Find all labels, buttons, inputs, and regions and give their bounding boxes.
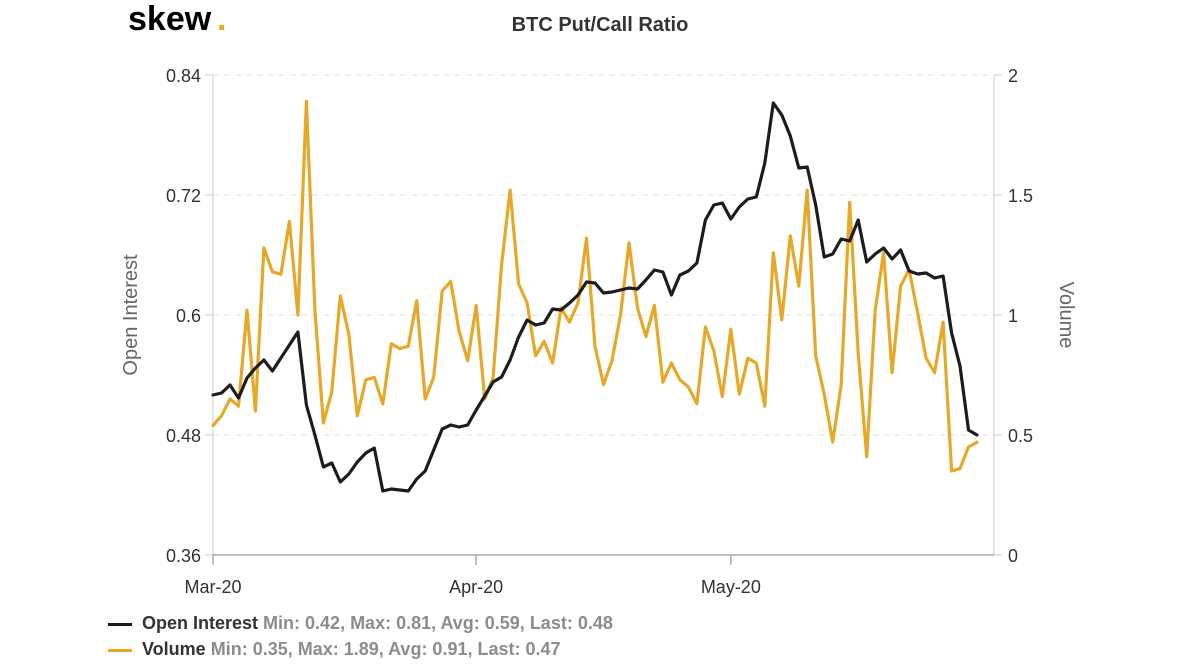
logo-text: skew [128,0,212,38]
x-tick-label: Apr-20 [449,577,503,597]
right-tick-label: 0 [1008,546,1018,566]
right-tick-label: 1.5 [1008,186,1033,206]
chart-title: BTC Put/Call Ratio [512,14,689,36]
axes: 0.36 0.48 0.6 0.72 0.84 0 0.5 1 1.5 2 Mar-20 Apr-20… [166,66,1033,597]
legend-stats-volume: Min: 0.35, Max: 1.89, Avg: 0.91, Last: 0… [210,639,561,659]
right-axis-title: Volume [1055,282,1077,349]
legend-swatch-open-interest [108,622,132,626]
legend-item-volume[interactable]: Volume Min: 0.35, Max: 1.89, Avg: 0.91, … [108,638,561,660]
series-lines [211,99,979,493]
series-line-open-interest [211,101,979,493]
skew-logo: skew . [128,0,226,38]
legend-label-volume: Volume [142,639,206,659]
left-axis-title: Open Interest [120,254,142,376]
left-tick-label: 0.6 [176,306,201,326]
left-tick-label: 0.48 [166,426,201,446]
legend-label-open-interest: Open Interest [142,613,259,633]
right-tick-label: 0.5 [1008,426,1033,446]
right-tick-label: 1 [1008,306,1018,326]
left-tick-label: 0.72 [166,186,201,206]
legend-swatch-volume [108,648,132,652]
x-tick-label: May-20 [701,577,761,597]
left-tick-label: 0.84 [166,66,201,86]
legend-item-open-interest[interactable]: Open Interest Min: 0.42, Max: 0.81, Avg:… [108,612,613,634]
series-line-volume [211,99,979,473]
left-tick-label: 0.36 [166,546,201,566]
right-tick-label: 2 [1008,66,1018,86]
logo-dot: . [217,0,226,38]
legend-stats-open-interest: Min: 0.42, Max: 0.81, Avg: 0.59, Last: 0… [263,613,613,633]
x-tick-label: Mar-20 [184,577,241,597]
